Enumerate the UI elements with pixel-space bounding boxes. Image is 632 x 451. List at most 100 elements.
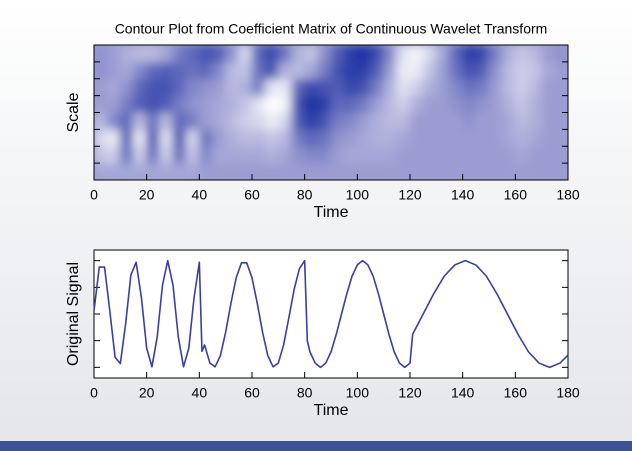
contour-cell	[133, 95, 148, 113]
contour-cell	[449, 78, 464, 97]
contour-cell	[488, 61, 503, 80]
contour-cell	[396, 162, 411, 180]
contour-cell	[449, 145, 464, 164]
contour-cell	[119, 78, 134, 97]
contour-cell	[514, 145, 529, 164]
contour-cell	[409, 162, 424, 180]
contour-cell	[225, 145, 240, 164]
contour-cell	[475, 78, 490, 97]
contour-cell	[330, 61, 345, 80]
contour-cell	[94, 128, 108, 147]
contour-cell	[133, 145, 148, 164]
contour-cell	[212, 61, 227, 80]
contour-cell	[238, 112, 253, 130]
contour-cell	[488, 145, 503, 164]
x-tick-label: 140	[451, 385, 475, 401]
contour-cell	[370, 128, 385, 147]
contour-cell	[370, 145, 385, 164]
contour-cell	[449, 128, 464, 147]
contour-cell	[277, 112, 292, 130]
x-axis-label: Time	[314, 204, 349, 221]
contour-cell	[225, 95, 240, 113]
contour-cell	[488, 128, 503, 147]
contour-cell	[435, 95, 450, 113]
y-axis-label: Original Signal	[65, 262, 82, 366]
contour-cell	[501, 162, 516, 180]
contour-cell	[304, 61, 319, 80]
contour-cell	[528, 145, 543, 164]
contour-cell	[356, 78, 371, 97]
contour-cell	[383, 45, 398, 63]
contour-cell	[119, 145, 134, 164]
contour-cell	[251, 61, 266, 80]
contour-cell	[238, 78, 253, 97]
contour-area	[94, 45, 568, 180]
x-tick-label: 60	[244, 385, 260, 401]
contour-cell	[159, 112, 174, 130]
x-tick-label: 40	[192, 385, 208, 401]
contour-cell	[225, 162, 240, 180]
contour-cell	[146, 61, 161, 80]
contour-cell	[106, 162, 121, 180]
contour-cell	[462, 45, 477, 63]
x-tick-label: 80	[297, 385, 313, 401]
contour-cell	[146, 145, 161, 164]
contour-cell	[554, 145, 568, 164]
contour-cell	[106, 128, 121, 147]
contour-cell	[264, 112, 279, 130]
contour-cell	[409, 45, 424, 63]
contour-cell	[488, 78, 503, 97]
contour-cell	[422, 95, 437, 113]
contour-cell	[317, 145, 332, 164]
contour-cell	[514, 162, 529, 180]
contour-cell	[514, 128, 529, 147]
contour-cell	[409, 78, 424, 97]
contour-cell	[212, 112, 227, 130]
contour-cell	[422, 78, 437, 97]
contour-cell	[435, 45, 450, 63]
contour-cell	[528, 95, 543, 113]
contour-cell	[264, 78, 279, 97]
contour-cell	[146, 128, 161, 147]
contour-cell	[185, 61, 200, 80]
contour-cell	[119, 112, 134, 130]
contour-cell	[119, 128, 134, 147]
contour-cell	[317, 45, 332, 63]
contour-cell	[462, 162, 477, 180]
contour-cell	[198, 95, 213, 113]
contour-cell	[356, 112, 371, 130]
contour-cell	[370, 95, 385, 113]
contour-cell	[264, 128, 279, 147]
contour-cell	[94, 78, 108, 97]
contour-cell	[330, 112, 345, 130]
contour-cell	[172, 145, 187, 164]
contour-cell	[133, 61, 148, 80]
contour-cell	[435, 112, 450, 130]
contour-cell	[554, 45, 568, 63]
contour-cell	[291, 45, 306, 63]
contour-cell	[383, 95, 398, 113]
contour-cell	[277, 61, 292, 80]
contour-cell	[528, 45, 543, 63]
contour-cell	[185, 78, 200, 97]
contour-cell	[212, 145, 227, 164]
contour-cell	[356, 128, 371, 147]
contour-cell	[212, 162, 227, 180]
contour-cell	[212, 128, 227, 147]
x-tick-label: 60	[244, 187, 260, 203]
contour-cell	[172, 128, 187, 147]
contour-cell	[225, 61, 240, 80]
x-tick-label: 120	[398, 385, 422, 401]
contour-cell	[146, 162, 161, 180]
contour-cell	[317, 61, 332, 80]
contour-cell	[383, 61, 398, 80]
contour-cell	[198, 45, 213, 63]
contour-cell	[475, 61, 490, 80]
contour-cell	[146, 45, 161, 63]
contour-cell	[554, 162, 568, 180]
contour-cell	[462, 128, 477, 147]
x-axis-label: Time	[314, 402, 349, 419]
x-tick-label: 100	[346, 385, 370, 401]
contour-cell	[343, 45, 358, 63]
contour-cell	[435, 78, 450, 97]
